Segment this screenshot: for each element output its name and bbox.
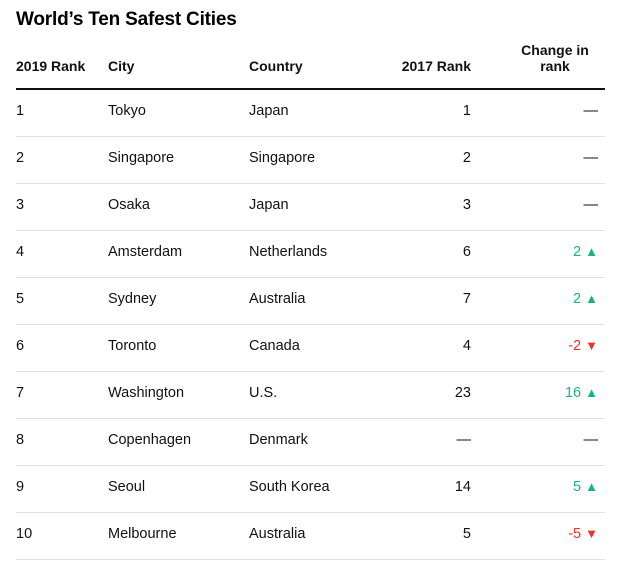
cell-change-in-rank: -2 ▼: [568, 338, 598, 354]
cell-city: Copenhagen: [108, 432, 192, 448]
cell-2019-rank: 5: [16, 291, 25, 307]
change-value: 2: [573, 244, 582, 260]
cell-country: Australia: [249, 291, 306, 307]
cell-2019-rank: 1: [16, 103, 25, 119]
cell-2019-rank: 8: [16, 432, 25, 448]
header-change-line1: Change in: [521, 42, 589, 58]
change-value: 5: [573, 479, 582, 495]
cell-change-in-rank: 5 ▲: [573, 479, 598, 495]
cell-country: Denmark: [249, 432, 308, 448]
cell-2017-rank: 5: [462, 526, 471, 542]
arrow-up-icon: ▲: [585, 479, 598, 494]
arrow-up-icon: ▲: [585, 385, 598, 400]
table-row: 6 Toronto Canada 4 -2 ▼: [16, 325, 605, 372]
cell-city: Tokyo: [108, 103, 146, 119]
cell-2017-rank: 4: [462, 338, 471, 354]
table-row: 7 Washington U.S. 23 16 ▲: [16, 372, 605, 419]
cell-country: Japan: [249, 197, 289, 213]
table-header: 2019 Rank City Country 2017 Rank Change …: [16, 38, 605, 90]
change-value: —: [583, 197, 599, 213]
cell-2019-rank: 7: [16, 385, 25, 401]
cell-2017-rank: 14: [454, 479, 471, 495]
table-body: 1 Tokyo Japan 1 — 2 Singapore Singapore 2 — 3 Osaka…: [16, 90, 605, 560]
change-value: —: [583, 150, 599, 166]
cell-change-in-rank: 16 ▲: [565, 385, 598, 401]
cell-change-in-rank: 2 ▲: [573, 244, 598, 260]
table-row: 5 Sydney Australia 7 2 ▲: [16, 278, 605, 325]
cell-2019-rank: 2: [16, 150, 25, 166]
cell-2017-rank: 23: [454, 385, 471, 401]
cell-change-in-rank: 2 ▲: [573, 291, 598, 307]
cell-2017-rank: 6: [462, 244, 471, 260]
cell-country: Singapore: [249, 150, 316, 166]
table-row: 4 Amsterdam Netherlands 6 2 ▲: [16, 231, 605, 278]
cell-2017-rank: 7: [462, 291, 471, 307]
table-row: 3 Osaka Japan 3 —: [16, 184, 605, 231]
cell-country: Japan: [249, 103, 289, 119]
cell-country: U.S.: [249, 385, 278, 401]
change-value: 16: [564, 385, 582, 401]
cell-2019-rank: 10: [16, 526, 33, 542]
header-change-in-rank: Change in rank: [515, 42, 595, 74]
cell-2017-rank: 3: [462, 197, 471, 213]
arrow-up-icon: ▲: [585, 291, 598, 306]
change-value: 2: [573, 291, 582, 307]
cell-country: Australia: [249, 526, 306, 542]
change-value: -2: [568, 338, 582, 354]
cell-2019-rank: 6: [16, 338, 25, 354]
cell-country: Netherlands: [249, 244, 328, 260]
table-row: 8 Copenhagen Denmark — —: [16, 419, 605, 466]
cell-city: Toronto: [108, 338, 157, 354]
header-country: Country: [249, 58, 303, 74]
cell-city: Washington: [108, 385, 185, 401]
cell-city: Amsterdam: [108, 244, 183, 260]
cell-change-in-rank: —: [584, 150, 599, 166]
arrow-down-icon: ▼: [585, 526, 598, 541]
table-row: 1 Tokyo Japan 1 —: [16, 90, 605, 137]
cell-change-in-rank: -5 ▼: [568, 526, 598, 542]
header-city: City: [108, 58, 135, 74]
header-2019-rank: 2019 Rank: [16, 58, 86, 74]
arrow-down-icon: ▼: [585, 338, 598, 353]
cell-country: South Korea: [249, 479, 330, 495]
cell-2017-rank: 2: [462, 150, 471, 166]
cell-change-in-rank: —: [584, 103, 599, 119]
cell-2019-rank: 4: [16, 244, 25, 260]
header-change-line2: rank: [540, 58, 570, 74]
cell-city: Osaka: [108, 197, 150, 213]
cell-2019-rank: 9: [16, 479, 25, 495]
cell-city: Seoul: [108, 479, 146, 495]
table-row: 2 Singapore Singapore 2 —: [16, 137, 605, 184]
cell-2017-rank: 1: [462, 103, 471, 119]
cell-change-in-rank: —: [584, 432, 599, 448]
cell-2017-rank: —: [456, 432, 472, 448]
cell-change-in-rank: —: [584, 197, 599, 213]
cell-city: Melbourne: [108, 526, 177, 542]
change-value: -5: [568, 526, 582, 542]
cell-city: Singapore: [108, 150, 175, 166]
table-row: 10 Melbourne Australia 5 -5 ▼: [16, 513, 605, 560]
safest-cities-table: 2019 Rank City Country 2017 Rank Change …: [16, 38, 605, 560]
arrow-up-icon: ▲: [585, 244, 598, 259]
page-title: World’s Ten Safest Cities: [16, 9, 237, 30]
change-value: —: [583, 103, 599, 119]
cell-city: Sydney: [108, 291, 157, 307]
header-2017-rank: 2017 Rank: [401, 58, 471, 74]
table-row: 9 Seoul South Korea 14 5 ▲: [16, 466, 605, 513]
change-value: —: [583, 432, 599, 448]
cell-2019-rank: 3: [16, 197, 25, 213]
cell-country: Canada: [249, 338, 300, 354]
